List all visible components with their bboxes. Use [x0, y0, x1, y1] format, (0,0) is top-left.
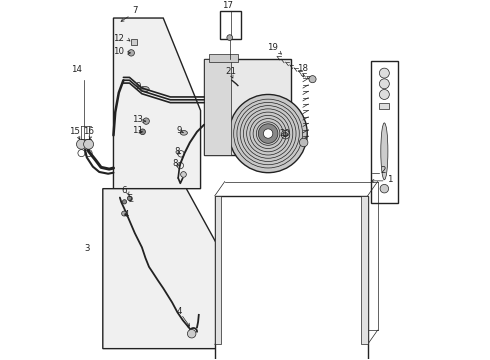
Text: 9: 9	[177, 126, 182, 135]
Bar	[130, 39, 137, 45]
Circle shape	[122, 211, 126, 216]
Text: 4: 4	[177, 307, 182, 316]
Circle shape	[309, 76, 316, 83]
Circle shape	[84, 139, 94, 149]
Text: 18: 18	[296, 64, 308, 73]
Ellipse shape	[381, 123, 388, 180]
Circle shape	[264, 129, 273, 138]
Bar	[361, 196, 368, 345]
Text: 2: 2	[381, 166, 386, 175]
Text: 16: 16	[82, 127, 94, 136]
Text: 9: 9	[136, 82, 141, 91]
Text: 7: 7	[132, 6, 138, 15]
Circle shape	[379, 68, 390, 78]
Text: 6: 6	[122, 186, 127, 195]
Bar	[220, 11, 242, 39]
Polygon shape	[114, 18, 200, 189]
Circle shape	[229, 94, 307, 173]
Circle shape	[281, 130, 290, 139]
Circle shape	[380, 184, 389, 193]
Ellipse shape	[140, 86, 149, 92]
Text: 20: 20	[280, 129, 291, 138]
Text: 4: 4	[123, 210, 129, 219]
Text: 1: 1	[387, 175, 392, 184]
Ellipse shape	[180, 131, 187, 135]
Circle shape	[379, 79, 390, 89]
Circle shape	[76, 139, 86, 149]
Circle shape	[283, 132, 288, 137]
Bar	[215, 196, 221, 345]
Text: 15: 15	[69, 127, 80, 136]
Circle shape	[127, 196, 132, 201]
Circle shape	[140, 129, 146, 135]
Bar	[371, 61, 398, 203]
Text: 19: 19	[268, 43, 278, 52]
Circle shape	[379, 90, 390, 99]
Bar	[204, 59, 291, 155]
Text: 3: 3	[84, 244, 90, 253]
Circle shape	[299, 138, 308, 147]
Bar	[379, 103, 390, 109]
Circle shape	[143, 118, 149, 124]
Text: 5: 5	[127, 194, 132, 203]
Bar	[204, 59, 231, 155]
Circle shape	[227, 35, 233, 40]
Text: 11: 11	[132, 126, 143, 135]
Text: 12: 12	[114, 34, 124, 43]
Text: 17: 17	[222, 1, 233, 10]
Text: 14: 14	[71, 65, 82, 74]
Circle shape	[122, 200, 126, 204]
Text: 8: 8	[174, 147, 179, 156]
Circle shape	[258, 124, 278, 143]
Bar	[215, 196, 368, 360]
Circle shape	[128, 50, 134, 56]
Text: 13: 13	[132, 115, 143, 124]
Circle shape	[187, 329, 196, 338]
Text: 8: 8	[173, 159, 178, 168]
Bar	[209, 54, 238, 63]
Circle shape	[181, 172, 186, 177]
Polygon shape	[103, 189, 245, 348]
Text: 21: 21	[225, 67, 237, 76]
Text: 10: 10	[114, 47, 124, 56]
